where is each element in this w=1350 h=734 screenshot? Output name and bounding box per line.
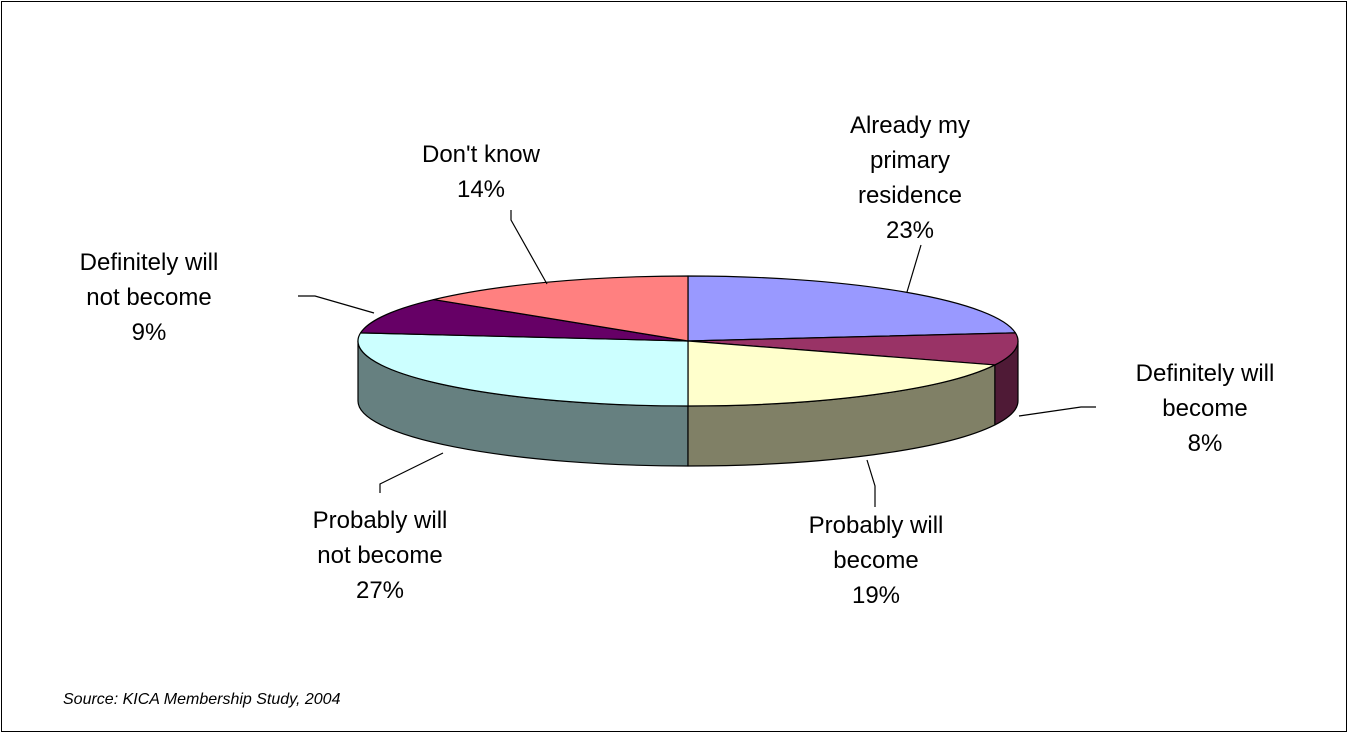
- slice-value-label: 19%: [852, 582, 900, 609]
- pie-slice-3: [357, 332, 689, 407]
- slice-label-text: become: [1162, 395, 1247, 422]
- slice-value-label: 9%: [132, 319, 167, 346]
- slice-label-3: Probably will not become 27%: [313, 507, 448, 604]
- slice-label-text: Definitely will: [1136, 360, 1275, 387]
- slice-label-5: Don't know 14%: [422, 141, 541, 203]
- pie-slice-2: [687, 340, 996, 407]
- slice-label-2: Probably will become 19%: [809, 512, 944, 609]
- slice-label-text: become: [833, 547, 918, 574]
- leader-line-3: [379, 452, 444, 493]
- pie-tops: [357, 275, 1019, 407]
- slice-label-text: not become: [317, 542, 442, 569]
- pie-slice-5: [433, 275, 689, 342]
- pie-sides: [357, 340, 1019, 467]
- pie-slice-0: [687, 275, 1016, 342]
- slice-value-label: 27%: [356, 577, 404, 604]
- slice-label-text: not become: [86, 284, 211, 311]
- slice-label-0: Already my primary residence 23%: [850, 112, 970, 244]
- slice-label-text: Probably will: [809, 512, 944, 539]
- slice-label-text: Definitely will: [80, 249, 219, 276]
- slice-label-text: residence: [858, 182, 962, 209]
- leader-line-5: [510, 210, 548, 285]
- leader-line-0: [906, 244, 922, 293]
- source-note: Source: KICA Membership Study, 2004: [63, 691, 341, 708]
- pie-slice-4: [360, 298, 689, 342]
- slice-label-1: Definitely will become 8%: [1136, 360, 1275, 457]
- slice-label-text: primary: [870, 147, 950, 174]
- slice-value-label: 8%: [1188, 430, 1223, 457]
- slice-label-text: Probably will: [313, 507, 448, 534]
- pie-slice-1: [687, 332, 1019, 366]
- slice-label-4: Definitely will not become 9%: [80, 249, 219, 346]
- leader-lines: [298, 210, 1096, 507]
- slice-label-text: Already my: [850, 112, 970, 139]
- slice-labels: Already my primary residence 23% Definitely …: [80, 112, 1275, 609]
- slice-label-text: Don't know: [422, 141, 541, 168]
- slice-value-label: 14%: [457, 176, 505, 203]
- leader-line-4: [298, 295, 375, 314]
- leader-line-1: [1018, 406, 1096, 417]
- slice-value-label: 23%: [886, 217, 934, 244]
- leader-line-2: [866, 459, 876, 507]
